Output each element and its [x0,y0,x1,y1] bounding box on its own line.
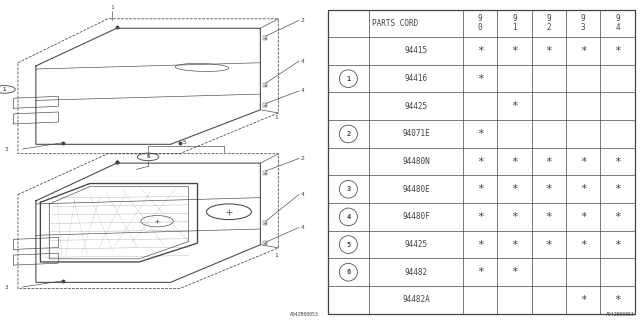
Text: 4: 4 [301,89,305,93]
Text: 1: 1 [3,87,6,92]
Text: *: * [511,240,518,250]
Text: 94480F: 94480F [402,212,430,221]
Text: *: * [477,184,483,194]
Text: 2: 2 [301,156,305,161]
Text: 94071E: 94071E [402,130,430,139]
Text: 9
1: 9 1 [512,14,516,32]
Text: A942B00053: A942B00053 [290,312,319,317]
Text: 94425: 94425 [404,102,428,111]
Text: 1: 1 [274,253,278,258]
Text: 2: 2 [346,131,351,137]
Text: 1: 1 [110,5,114,10]
Text: *: * [477,240,483,250]
Text: 2: 2 [301,18,305,23]
Text: *: * [511,212,518,222]
Text: 94480E: 94480E [402,185,430,194]
Text: *: * [614,184,621,194]
Text: 3: 3 [346,186,351,192]
Text: 3: 3 [4,284,8,290]
Text: 94482A: 94482A [402,295,430,304]
Text: *: * [511,184,518,194]
Text: *: * [545,184,552,194]
Text: 94416: 94416 [404,74,428,83]
Text: PARTS CORD: PARTS CORD [372,19,419,28]
Text: 94480N: 94480N [402,157,430,166]
Text: 6: 6 [147,154,150,159]
Text: *: * [477,267,483,277]
Text: *: * [580,240,587,250]
Text: 3: 3 [4,147,8,151]
Text: 6: 6 [346,269,351,275]
Text: *: * [545,156,552,167]
Text: *: * [614,46,621,56]
Text: 94415: 94415 [404,46,428,55]
Text: 4: 4 [301,225,305,230]
Text: 1: 1 [346,76,351,82]
Text: 9
3: 9 3 [581,14,586,32]
Text: 9
4: 9 4 [616,14,620,32]
Text: *: * [614,156,621,167]
Text: 94425: 94425 [404,240,428,249]
Text: *: * [511,156,518,167]
Text: *: * [580,295,587,305]
Text: *: * [580,156,587,167]
Text: *: * [477,46,483,56]
Text: *: * [511,46,518,56]
Text: *: * [545,212,552,222]
Text: *: * [580,184,587,194]
Text: 5: 5 [182,140,186,145]
Text: *: * [511,101,518,111]
Text: *: * [614,295,621,305]
Text: 9
2: 9 2 [547,14,551,32]
Text: *: * [580,212,587,222]
Text: *: * [477,74,483,84]
Text: *: * [477,212,483,222]
Text: *: * [477,156,483,167]
Text: A942B00053: A942B00053 [606,312,635,317]
Text: 9
0: 9 0 [477,14,483,32]
Text: *: * [545,46,552,56]
Text: *: * [580,46,587,56]
Text: 4: 4 [346,214,351,220]
Text: 5: 5 [346,242,351,248]
Text: 4: 4 [301,59,305,64]
Text: 4: 4 [301,192,305,197]
Text: *: * [614,212,621,222]
Text: 94482: 94482 [404,268,428,277]
Text: *: * [511,267,518,277]
Text: *: * [477,129,483,139]
Text: *: * [614,240,621,250]
Text: 1: 1 [274,115,278,120]
Text: *: * [545,240,552,250]
